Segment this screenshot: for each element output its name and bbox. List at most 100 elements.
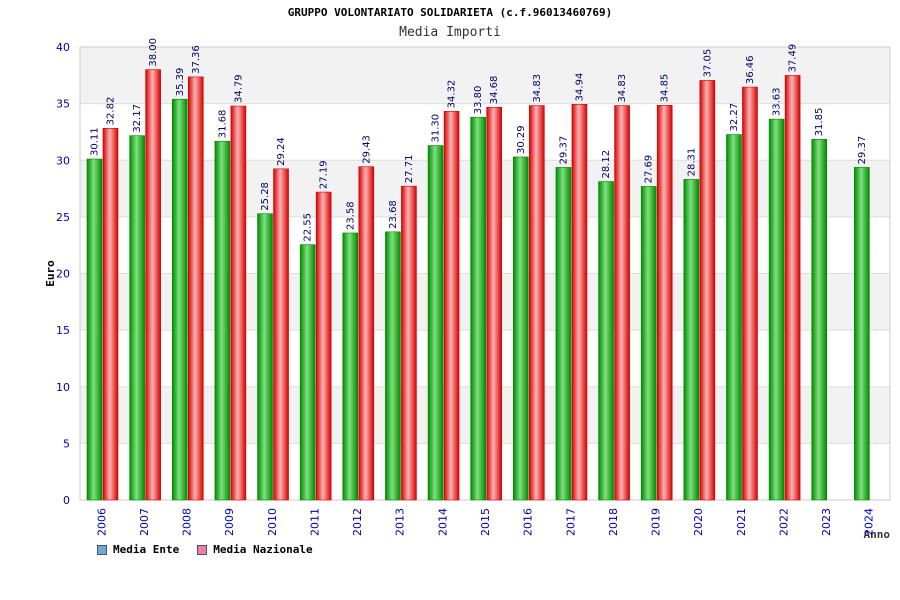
- data-label-media-ente: 22.55: [303, 213, 314, 242]
- data-label-media-ente: 30.29: [516, 125, 527, 154]
- data-label-media-nazionale: 34.94: [574, 73, 585, 102]
- y-axis: 0 5 10 15 20 25 30 35 40 Euro: [44, 41, 70, 507]
- x-tick-label: 2007: [138, 508, 151, 536]
- legend-swatch-nazionale: [197, 544, 208, 555]
- y-tick-label: 15: [56, 324, 70, 337]
- legend-label-ente: Media Ente: [113, 543, 180, 556]
- data-label-media-nazionale: 32.82: [106, 97, 117, 126]
- bar-media-ente: [86, 158, 103, 501]
- y-tick-label: 20: [56, 268, 70, 281]
- x-tick-label: 2016: [522, 508, 535, 536]
- bar-media-nazionale: [273, 168, 289, 501]
- legend-swatch-ente: [97, 544, 107, 555]
- data-label-media-ente: 23.68: [388, 200, 399, 229]
- x-tick-label: 2019: [650, 508, 663, 536]
- x-tick-label: 2011: [308, 508, 321, 536]
- x-tick-label: 2018: [607, 508, 620, 536]
- x-tick-label: 2015: [479, 508, 492, 536]
- data-label-media-ente: 32.17: [132, 104, 143, 133]
- data-label-media-ente: 27.69: [644, 155, 655, 184]
- data-label-media-nazionale: 29.43: [361, 135, 372, 164]
- x-tick-label: 2024: [863, 508, 876, 536]
- x-tick-label: 2020: [692, 508, 705, 536]
- data-label-media-nazionale: 37.49: [788, 44, 799, 73]
- x-tick-label: 2022: [777, 508, 790, 536]
- x-tick-label: 2014: [436, 508, 449, 536]
- data-label-media-nazionale: 27.19: [319, 160, 330, 189]
- y-axis-label: Euro: [44, 260, 57, 287]
- data-label-media-nazionale: 38.00: [148, 38, 159, 67]
- y-tick-label: 25: [56, 211, 70, 224]
- data-label-media-ente: 25.28: [260, 182, 271, 211]
- bar-media-nazionale: [187, 76, 204, 501]
- bar-media-ente: [342, 232, 359, 501]
- bar-media-ente: [214, 140, 231, 501]
- x-tick-label: 2009: [223, 508, 236, 536]
- x-tick-label: 2006: [95, 508, 108, 536]
- chart-subtitle: Media Importi: [399, 25, 501, 40]
- bar-media-ente: [385, 231, 401, 501]
- data-label-media-nazionale: 37.36: [191, 45, 202, 74]
- data-label-media-ente: 32.27: [729, 103, 740, 132]
- bar-media-nazionale: [145, 69, 161, 501]
- bar-media-ente: [299, 244, 316, 501]
- data-label-media-ente: 23.58: [345, 201, 356, 230]
- x-tick-label: 2010: [266, 508, 279, 536]
- x-tick-label: 2008: [181, 508, 194, 536]
- y-tick-label: 0: [63, 494, 70, 507]
- y-tick-label: 35: [56, 98, 70, 111]
- legend: Media Ente Media Nazionale: [97, 543, 313, 556]
- legend-item-ente: Media Ente: [97, 543, 179, 556]
- bars: 30.11 32.82 32.17 38.00 35.39 37.36 31.68 34.79…: [86, 38, 870, 501]
- data-label-media-ente: 35.39: [175, 68, 186, 97]
- bar-media-ente: [257, 213, 273, 501]
- legend-label-nazionale: Media Nazionale: [213, 543, 313, 556]
- data-label-media-ente: 31.30: [431, 114, 442, 143]
- bar-media-ente: [683, 179, 700, 501]
- y-tick-label: 40: [56, 41, 70, 54]
- bar-media-nazionale: [358, 166, 375, 501]
- bar-media-nazionale: [529, 105, 545, 501]
- bar-media-ente: [768, 118, 785, 501]
- bar-media-ente: [555, 167, 572, 501]
- x-tick-label: 2013: [394, 508, 407, 536]
- bar-media-ente: [513, 156, 529, 501]
- legend-item-nazionale: Media Nazionale: [197, 543, 313, 556]
- x-axis: Anno 2006 2007 2008 2009 2010 2011 2012 2013 2014…: [95, 508, 890, 541]
- y-tick-label: 5: [63, 437, 70, 450]
- chart-title: GRUPPO VOLONTARIATO SOLIDARIETA (c.f.960…: [287, 6, 613, 19]
- bar-media-nazionale: [742, 86, 758, 501]
- bar-media-ente: [470, 116, 486, 501]
- data-label-media-ente: 33.80: [473, 86, 484, 115]
- bar-media-nazionale: [486, 106, 502, 501]
- bar-media-nazionale: [102, 128, 119, 501]
- bar-media-ente: [854, 167, 870, 501]
- data-label-media-nazionale: 29.24: [276, 137, 287, 166]
- data-label-media-ente: 29.37: [558, 136, 569, 165]
- bar-media-nazionale: [230, 105, 247, 501]
- data-label-media-nazionale: 34.68: [489, 76, 500, 105]
- y-tick-label: 10: [56, 381, 70, 394]
- data-label-media-ente: 30.11: [90, 127, 101, 156]
- bar-media-nazionale: [315, 191, 332, 501]
- data-label-media-ente: 29.37: [857, 136, 868, 165]
- data-label-media-ente: 33.63: [772, 87, 783, 116]
- x-tick-label: 2021: [735, 508, 748, 536]
- bar-media-nazionale: [401, 185, 417, 501]
- data-label-media-ente: 31.85: [814, 108, 825, 137]
- data-label-media-nazionale: 34.83: [532, 74, 543, 103]
- bar-media-ente: [171, 98, 188, 501]
- bar-media-ente: [640, 186, 657, 501]
- bar-media-ente: [129, 135, 145, 501]
- data-label-media-nazionale: 36.46: [745, 55, 756, 84]
- bar-media-ente: [811, 138, 828, 501]
- x-axis-label: Anno: [864, 528, 891, 541]
- bar-media-nazionale: [443, 111, 460, 501]
- bar-media-ente: [427, 145, 444, 501]
- data-label-media-ente: 28.31: [686, 148, 697, 177]
- data-label-media-nazionale: 27.71: [404, 155, 415, 184]
- data-label-media-nazionale: 34.83: [617, 74, 628, 103]
- data-label-media-ente: 28.12: [601, 150, 612, 179]
- bar-media-ente: [726, 134, 742, 501]
- y-tick-label: 30: [56, 154, 70, 167]
